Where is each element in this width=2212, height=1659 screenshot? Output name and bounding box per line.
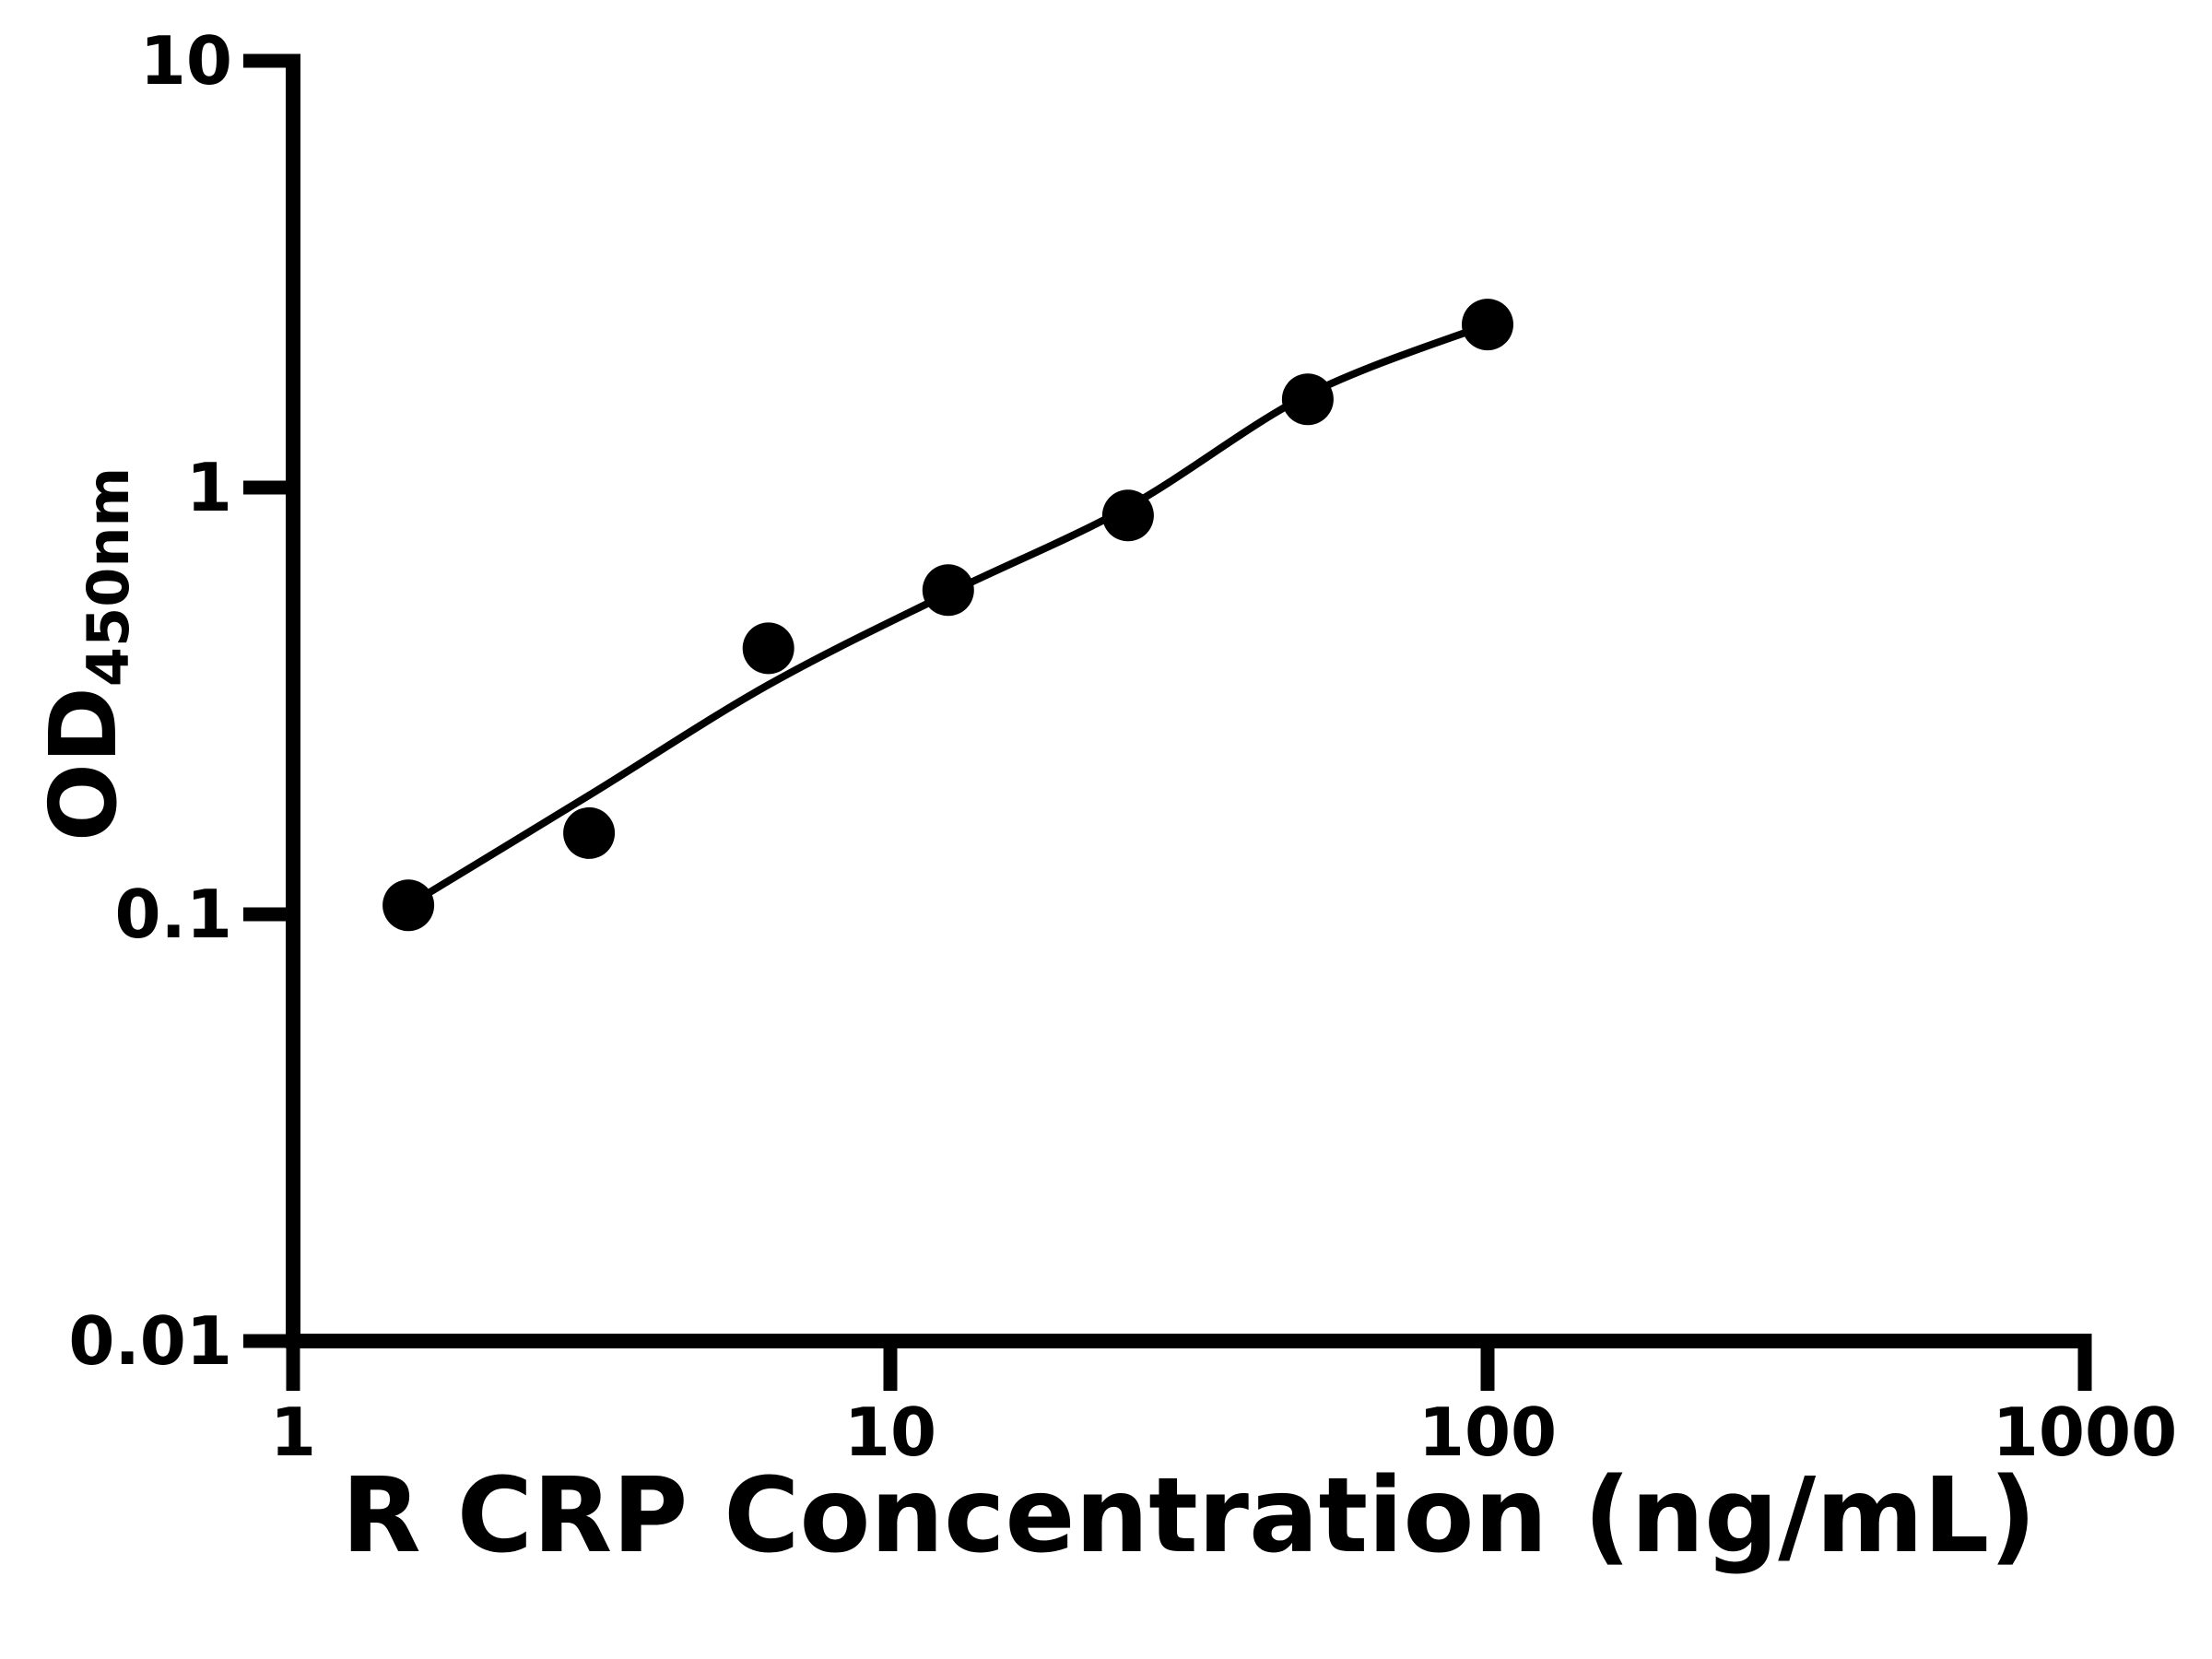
x-tick-label: 10 (844, 1394, 936, 1471)
y-tick-label: 10 (140, 22, 232, 100)
x-axis-title: R CRP Concentration (ng/mL) (341, 1456, 2037, 1576)
data-point (742, 622, 794, 675)
data-point (382, 879, 435, 932)
x-tick-label: 100 (1418, 1394, 1557, 1471)
data-point (922, 564, 974, 617)
data-point (1462, 299, 1513, 351)
data-point (1101, 489, 1154, 542)
y-tick-label: 0.01 (68, 1302, 232, 1380)
x-tick-label: 1000 (1993, 1394, 2177, 1471)
data-point (1281, 373, 1334, 426)
x-tick-label: 1 (270, 1394, 316, 1471)
y-tick-label: 0.1 (114, 876, 232, 953)
data-point (563, 806, 616, 859)
y-tick-label: 1 (186, 449, 232, 526)
